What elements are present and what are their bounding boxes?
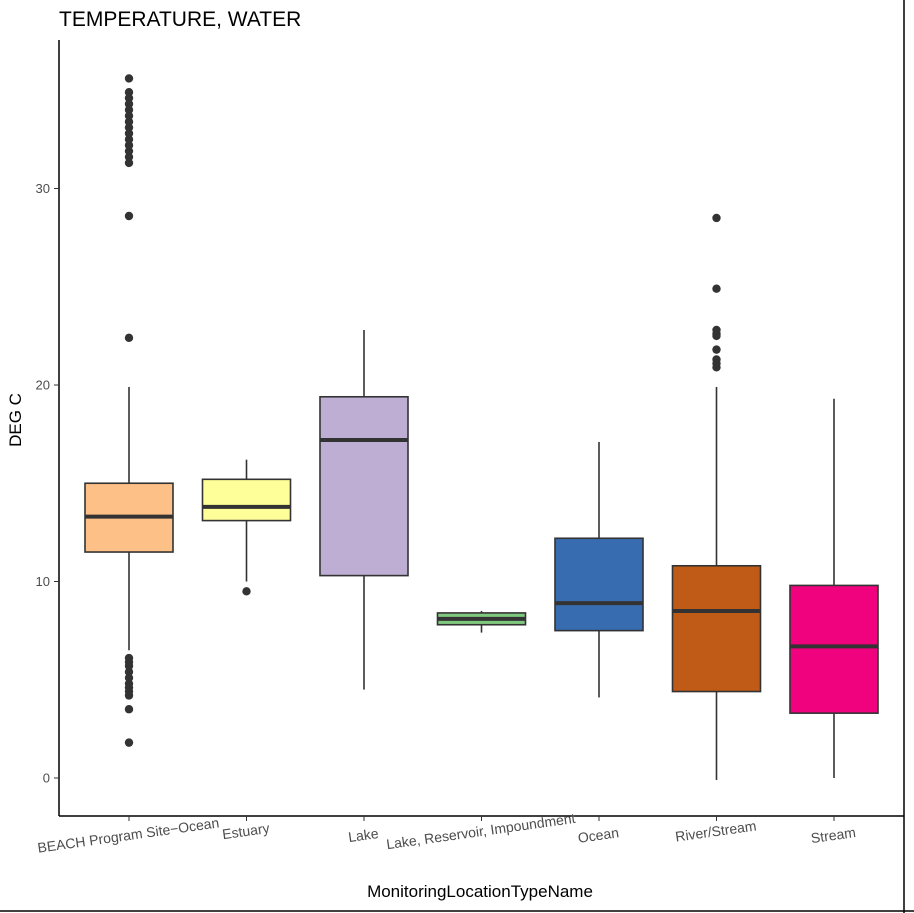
y-tick-label: 30 xyxy=(36,181,50,196)
y-tick-label: 20 xyxy=(36,378,50,393)
outlier-point xyxy=(124,679,134,688)
chart-title: TEMPERATURE, WATER xyxy=(59,8,301,31)
outlier-point xyxy=(124,135,134,144)
outlier-point xyxy=(124,117,134,126)
box-iqr xyxy=(319,395,409,577)
outlier-point xyxy=(124,93,134,103)
y-axis-title: DEG C xyxy=(6,393,25,447)
outlier-point xyxy=(124,88,134,97)
box-iqr xyxy=(201,478,292,522)
x-category-label: Stream xyxy=(810,824,857,846)
outlier-point xyxy=(124,105,134,115)
outlier-point xyxy=(712,325,721,335)
outlier-point xyxy=(124,653,134,663)
outlier-point xyxy=(124,211,134,221)
box-iqr xyxy=(789,584,879,714)
outlier-point xyxy=(124,667,134,677)
outlier-point xyxy=(124,141,134,150)
outlier-point xyxy=(124,74,134,83)
outlier-point xyxy=(124,333,134,343)
outlier-point xyxy=(712,355,721,364)
box-iqr xyxy=(671,564,762,693)
outlier-point xyxy=(124,129,134,138)
outlier-point xyxy=(712,345,721,354)
x-axis-title: MonitoringLocationTypeName xyxy=(367,882,593,901)
x-category-label: Lake xyxy=(347,825,380,845)
outlier-point xyxy=(712,213,721,223)
outlier-point xyxy=(124,705,134,714)
outlier-point xyxy=(124,99,134,109)
outlier-point xyxy=(124,123,134,132)
outlier-point xyxy=(712,284,721,293)
y-tick-label: 0 xyxy=(43,771,50,786)
outlier-point xyxy=(124,158,134,168)
y-tick-label: 10 xyxy=(36,574,50,589)
x-category-label: Ocean xyxy=(577,824,620,846)
outlier-point xyxy=(124,146,134,156)
outlier-point xyxy=(124,673,134,682)
outlier-point xyxy=(124,111,134,120)
outlier-point xyxy=(242,587,251,596)
x-category-label: Estuary xyxy=(221,820,270,842)
outlier-point xyxy=(124,738,134,747)
outlier-point xyxy=(124,152,134,162)
box-iqr xyxy=(554,537,644,632)
